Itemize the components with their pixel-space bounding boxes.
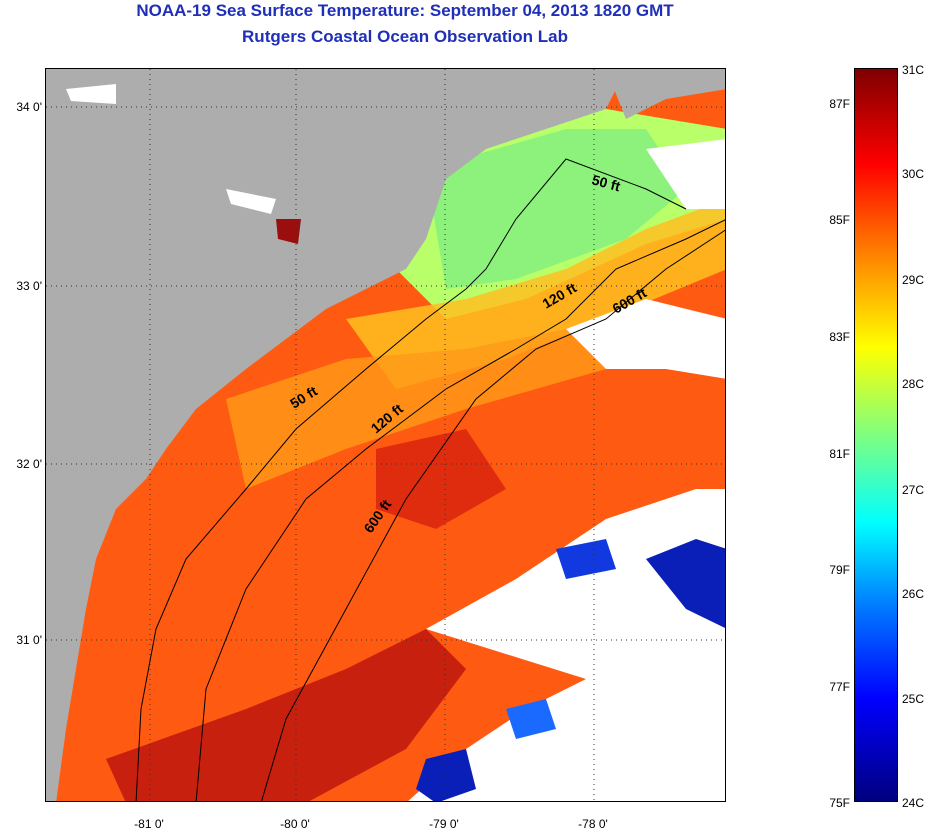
colorbar-label-85f: 85F xyxy=(829,213,850,227)
cloud-mask-east xyxy=(408,489,725,801)
cold-patch-2 xyxy=(646,539,725,629)
colorbar-label-87f: 87F xyxy=(829,97,850,111)
cold-patch-3 xyxy=(416,749,476,801)
contour-120ft xyxy=(195,219,725,801)
lat-tick-31: 31 0' xyxy=(16,633,42,647)
colorbar-label-29c: 29C xyxy=(902,273,925,287)
sst-map-canvas: 50 ft 120 ft 600 ft 50 ft 120 ft 600 ft xyxy=(46,69,725,801)
colorbar-label-83f: 83F xyxy=(829,330,850,344)
colorbar-label-24c: 24C xyxy=(902,796,925,810)
cold-patch-4 xyxy=(506,699,556,739)
colorbar-label-79f: 79F xyxy=(829,563,850,577)
colorbar-label-31c: 31C xyxy=(902,63,925,77)
colorbar-label-81f: 81F xyxy=(829,447,850,461)
lat-tick-34: 34 0' xyxy=(16,100,42,114)
land-mass xyxy=(46,69,626,801)
graticule xyxy=(46,69,725,801)
cold-patch-1 xyxy=(556,539,616,579)
cool-nearshore-zone-2 xyxy=(426,129,686,289)
sst-map: 50 ft 120 ft 600 ft 50 ft 120 ft 600 ft xyxy=(45,68,726,802)
colorbar-label-77f: 77F xyxy=(829,680,850,694)
dark-warm-zone xyxy=(106,629,466,801)
dark-warm-zone-2 xyxy=(376,429,506,529)
warm-lake xyxy=(276,219,301,244)
map-subtitle: Rutgers Coastal Ocean Observation Lab xyxy=(242,27,568,46)
colorbar-label-25c: 25C xyxy=(902,692,925,706)
lon-tick-80: -80 0' xyxy=(280,817,310,831)
colorbar-label-27c: 27C xyxy=(902,483,925,497)
lat-tick-32: 32 0' xyxy=(16,457,42,471)
colorbar-label-26c: 26C xyxy=(902,587,925,601)
cloud-mask-ne-2 xyxy=(646,139,725,209)
colorbar-label-30c: 30C xyxy=(902,167,925,181)
colorbar-label-75f: 75F xyxy=(829,796,850,810)
temperature-colorbar xyxy=(854,68,898,802)
land-mass-ne xyxy=(606,69,725,119)
orange-band xyxy=(226,329,606,489)
colorbar-label-28c: 28C xyxy=(902,377,925,391)
map-title: NOAA-19 Sea Surface Temperature: Septemb… xyxy=(136,1,674,20)
contour-600ft xyxy=(261,229,725,801)
lon-tick-78: -78 0' xyxy=(578,817,608,831)
depth-contours xyxy=(135,158,725,801)
cloud-speck-2 xyxy=(226,189,276,214)
lat-tick-33: 33 0' xyxy=(16,279,42,293)
lon-tick-81: -81 0' xyxy=(134,817,164,831)
yellow-band xyxy=(346,199,725,389)
cloud-speck-1 xyxy=(66,84,116,104)
lon-tick-79: -79 0' xyxy=(429,817,459,831)
contour-label-50ft-north: 50 ft xyxy=(590,171,622,194)
contour-50ft xyxy=(135,158,687,801)
